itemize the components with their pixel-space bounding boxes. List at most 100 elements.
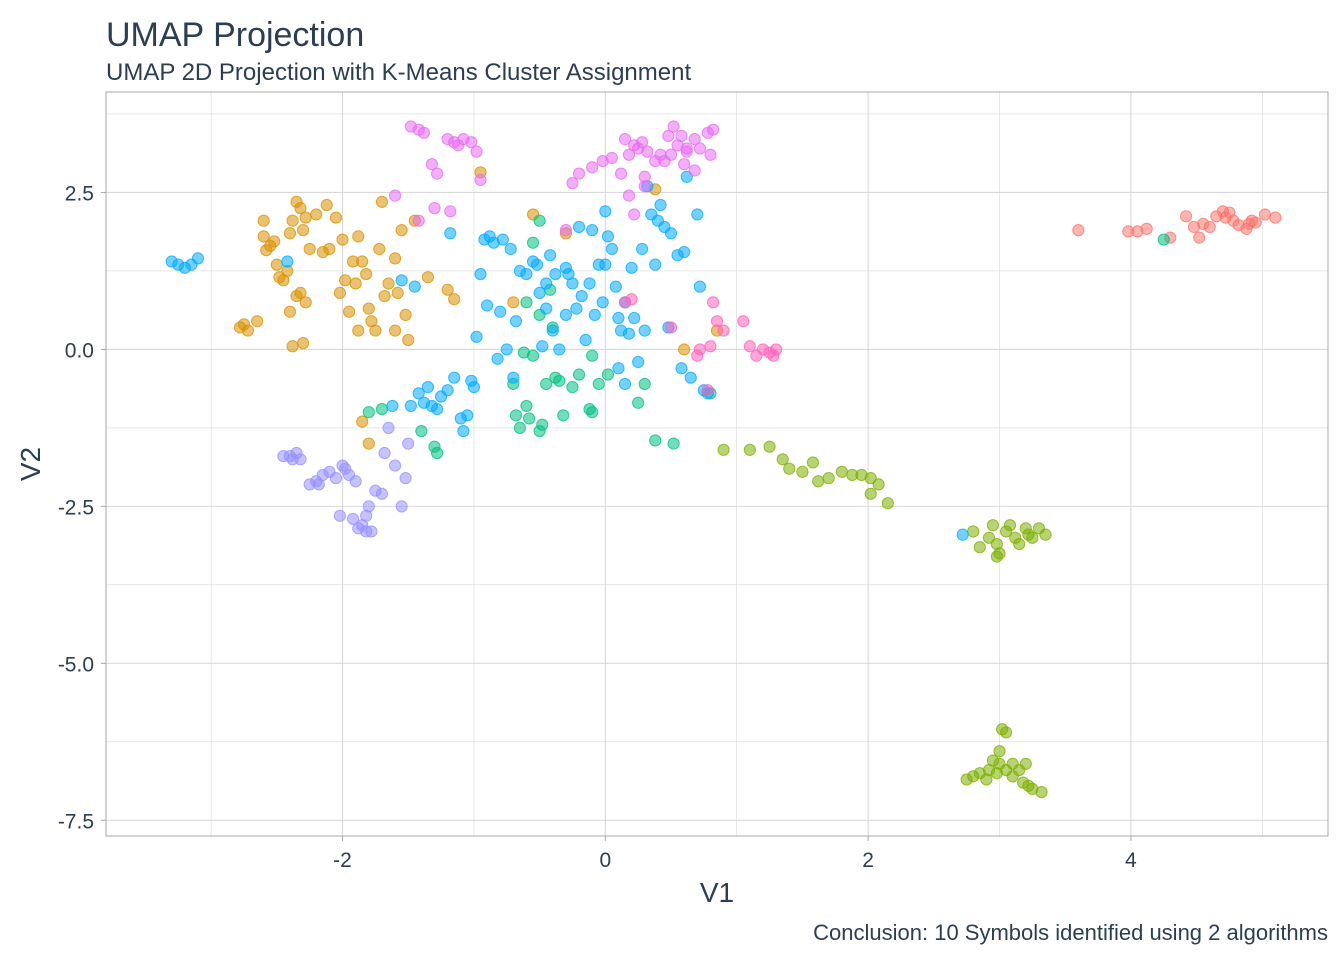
data-point-cluster-1: [1179, 210, 1193, 223]
y-tick-label: -7.5: [58, 810, 94, 833]
data-point-cluster-5: [444, 227, 457, 240]
data-point-cluster-7: [566, 176, 579, 190]
data-point-cluster-8: [691, 349, 704, 362]
data-point-cluster-8: [767, 349, 780, 362]
data-point-cluster-2: [342, 305, 356, 318]
data-point-cluster-5: [625, 261, 638, 274]
data-point-cluster-5: [612, 311, 625, 325]
data-point-cluster-2: [441, 283, 454, 296]
data-point-cluster-5: [457, 424, 470, 438]
data-point-cluster-3: [1006, 770, 1019, 783]
data-point-cluster-5: [549, 267, 562, 281]
data-point-cluster-5: [680, 170, 693, 183]
data-point-cluster-5: [575, 289, 588, 303]
data-point-cluster-2: [296, 224, 310, 237]
data-point-cluster-4: [536, 418, 549, 431]
data-point-cluster-8: [717, 324, 730, 337]
data-point-cluster-4: [375, 402, 389, 416]
data-point-cluster-5: [638, 324, 651, 337]
data-point-cluster-5: [636, 242, 649, 256]
data-point-cluster-3: [980, 773, 993, 786]
data-point-cluster-2: [294, 286, 307, 300]
data-point-cluster-3: [864, 472, 877, 485]
data-point-cluster-7: [388, 189, 402, 202]
data-point-cluster-5: [691, 208, 704, 221]
data-point-cluster-2: [362, 302, 375, 315]
data-point-cluster-5: [474, 267, 487, 281]
data-point-cluster-5: [421, 380, 435, 394]
data-point-cluster-5: [507, 371, 520, 384]
data-point-cluster-3: [864, 487, 877, 500]
data-point-cluster-5: [654, 198, 667, 212]
data-point-cluster-5: [494, 305, 507, 318]
data-point-cluster-7: [688, 132, 701, 146]
data-point-cluster-5: [572, 220, 586, 234]
data-point-cluster-4: [592, 377, 605, 391]
data-point-cluster-4: [523, 412, 536, 425]
data-point-cluster-5: [675, 362, 688, 375]
data-point-cluster-5: [599, 205, 612, 218]
data-point-cluster-2: [362, 437, 375, 450]
x-tick-label: 0: [599, 849, 611, 872]
data-point-cluster-2: [678, 343, 691, 356]
data-point-cluster-2: [257, 214, 270, 227]
data-point-cluster-6: [378, 446, 391, 460]
data-point-cluster-2: [251, 315, 264, 328]
data-point-cluster-4: [649, 434, 662, 447]
data-point-cluster-4: [533, 214, 546, 227]
data-point-cluster-2: [388, 324, 402, 337]
data-point-cluster-6: [382, 421, 395, 434]
y-tick-label: -5.0: [58, 653, 94, 676]
data-point-cluster-7: [680, 142, 693, 155]
data-point-cluster-2: [294, 202, 307, 215]
data-point-cluster-5: [395, 274, 408, 287]
data-point-cluster-2: [241, 324, 255, 337]
data-point-cluster-1: [1219, 211, 1232, 224]
data-point-cluster-5: [588, 308, 601, 321]
data-point-cluster-3: [993, 745, 1006, 758]
data-point-cluster-1: [1258, 208, 1272, 221]
data-point-cluster-2: [303, 242, 316, 256]
data-point-cluster-4: [667, 437, 680, 450]
data-point-cluster-6: [375, 487, 389, 500]
data-point-cluster-8: [737, 315, 750, 328]
data-point-cluster-5: [281, 255, 294, 268]
data-point-cluster-2: [399, 308, 412, 321]
data-point-cluster-2: [283, 227, 297, 240]
data-point-cluster-7: [675, 129, 688, 143]
data-point-cluster-5: [546, 324, 559, 337]
data-point-cluster-5: [693, 280, 707, 293]
panel-border: [105, 91, 1329, 837]
data-point-cluster-5: [622, 327, 636, 340]
data-point-cluster-5: [684, 371, 697, 384]
data-point-cluster-4: [362, 406, 375, 419]
data-point-cluster-6: [402, 437, 415, 450]
data-point-cluster-6: [349, 475, 362, 488]
data-point-cluster-5: [500, 343, 513, 356]
data-point-cluster-5: [605, 242, 618, 256]
data-point-cluster-2: [391, 286, 404, 300]
data-point-cluster-5: [583, 277, 596, 290]
data-point-cluster-4: [566, 380, 579, 394]
data-point-cluster-3: [973, 541, 986, 554]
data-point-cluster-7: [678, 158, 691, 171]
data-point-cluster-3: [1026, 531, 1039, 544]
data-point-cluster-7: [614, 167, 628, 180]
data-point-cluster-4: [557, 409, 570, 422]
data-point-cluster-4: [415, 424, 428, 438]
y-axis-label: V2: [15, 447, 46, 481]
data-point-cluster-5: [628, 311, 641, 325]
data-point-cluster-6: [294, 453, 307, 466]
data-point-cluster-5: [566, 277, 579, 290]
data-point-cluster-7: [664, 148, 678, 161]
data-point-cluster-8: [625, 293, 638, 306]
data-point-cluster-3: [1019, 757, 1032, 770]
data-point-cluster-2: [356, 415, 369, 428]
data-point-cluster-5: [509, 315, 523, 328]
data-point-cluster-3: [872, 478, 885, 491]
data-point-cluster-5: [596, 296, 609, 309]
data-point-cluster-5: [632, 355, 645, 369]
data-point-cluster-4: [540, 377, 553, 391]
data-point-cluster-2: [299, 211, 312, 224]
data-point-cluster-3: [1039, 528, 1052, 541]
